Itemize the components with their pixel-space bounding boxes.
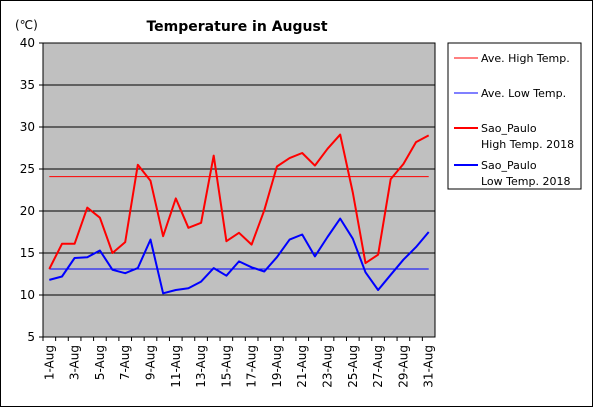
x-tick-label: 13-Aug [194, 345, 208, 388]
legend-label: Low Temp. 2018 [481, 175, 570, 188]
legend: Ave. High Temp. Ave. Low Temp. Sao_Paulo Hi… [454, 52, 574, 188]
unit-label: (℃) [15, 18, 38, 32]
series-line-3 [49, 217, 430, 295]
legend-label: Sao_Paulo [481, 122, 537, 135]
series-line-2 [48, 133, 430, 270]
x-tick-label: 1-Aug [42, 345, 56, 380]
x-tick-label: 9-Aug [143, 345, 157, 380]
x-tick-label: 23-Aug [321, 345, 335, 388]
x-tick-label: 11-Aug [169, 345, 183, 388]
x-tick-label: 7-Aug [118, 345, 132, 380]
y-tick-label: 40 [20, 36, 35, 50]
x-tick-label: 21-Aug [295, 345, 309, 388]
legend-label: High Temp. 2018 [481, 138, 574, 151]
x-tick-label: 5-Aug [93, 345, 107, 380]
legend-label: Ave. Low Temp. [481, 87, 566, 100]
x-tick-label: 31-Aug [422, 345, 436, 388]
x-tick-label: 3-Aug [68, 345, 82, 380]
x-tick-label: 17-Aug [245, 345, 259, 388]
x-tick-label: 27-Aug [371, 345, 385, 388]
series-lines [48, 133, 430, 295]
x-tick-label: 15-Aug [219, 345, 233, 388]
y-tick-label: 20 [20, 204, 35, 218]
y-tick-label: 5 [27, 330, 35, 344]
x-tick-label: 25-Aug [346, 345, 360, 388]
x-tick-label: 29-Aug [396, 345, 410, 388]
x-tick-label: 19-Aug [270, 345, 284, 388]
y-tick-label: 25 [20, 162, 35, 176]
y-tick-label: 10 [20, 288, 35, 302]
y-tick-label: 15 [20, 246, 35, 260]
legend-label: Ave. High Temp. [481, 52, 570, 65]
legend-label: Sao_Paulo [481, 159, 537, 172]
x-axis-ticks: 1-Aug 3-Aug 5-Aug 7-Aug 9-Aug 11-Aug 13-Aug 15-… [42, 337, 436, 388]
plot-area [42, 42, 436, 338]
gridlines [43, 84, 435, 296]
y-tick-label: 30 [20, 120, 35, 134]
y-tick-label: 35 [20, 78, 35, 92]
chart-title: Temperature in August [146, 19, 327, 35]
y-axis-ticks: 40 35 30 25 20 15 10 5 [20, 36, 43, 344]
